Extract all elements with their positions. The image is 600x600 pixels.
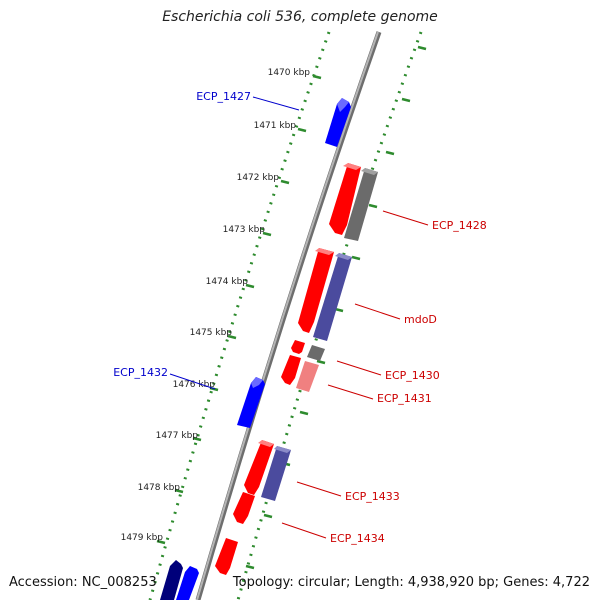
gene-ecp-1431: [281, 355, 301, 385]
backbone-shadow: [195, 31, 382, 600]
gene-blue-bottom: [160, 560, 199, 600]
tick-label-1471: 1471 kbp: [254, 121, 297, 131]
orf-gray-top: [344, 168, 378, 241]
tick-label-1474: 1474 kbp: [206, 277, 249, 287]
gene-label-ecp-1433: ECP_1433: [345, 490, 400, 503]
gene-label-ecp-1434: ECP_1434: [330, 532, 385, 545]
tick-label-1470: 1470 kbp: [268, 68, 311, 78]
tick-label-1476: 1476 kbp: [173, 380, 216, 390]
orf-purple-mdod: [313, 253, 352, 341]
tick-label-1473: 1473 kbp: [223, 225, 266, 235]
label-leaders: [169, 96, 429, 539]
tick-label-1479: 1479 kbp: [121, 533, 164, 543]
accession-label: Accession: NC_008253: [9, 575, 157, 590]
gene-label-ecp-1428: ECP_1428: [432, 219, 487, 232]
gene-ecp-1428: [329, 163, 361, 235]
tick-label-1477: 1477 kbp: [156, 431, 199, 441]
gene-mdod: [298, 248, 334, 333]
gene-label-ecp-1431: ECP_1431: [377, 392, 432, 405]
gene-label-ecp-1430: ECP_1430: [385, 369, 440, 382]
gene-ecp-1434: [233, 492, 255, 524]
gene-red-bottom: [215, 538, 238, 575]
tick-marks: [156, 74, 322, 545]
orf-purple-lower: [261, 446, 291, 501]
gene-label-mdod: mdoD: [404, 313, 437, 326]
gene-ecp-1432: [237, 377, 265, 428]
gene-ecp-1433: [244, 440, 274, 495]
tick-label-1475: 1475 kbp: [190, 328, 233, 338]
tick-label-1472: 1472 kbp: [237, 173, 280, 183]
gene-ecp-1430: [291, 340, 305, 354]
topology-label: Topology: circular; Length: 4,938,920 bp…: [232, 575, 590, 590]
gene-label-ecp-1427: ECP_1427: [196, 90, 251, 103]
orf-pink: [296, 361, 319, 392]
backbone: [196, 31, 379, 600]
gene-ecp-1427: [325, 98, 351, 147]
tick-label-1478: 1478 kbp: [138, 483, 181, 493]
gene-label-ecp-1432: ECP_1432: [113, 366, 168, 379]
map-title: Escherichia coli 536, complete genome: [162, 9, 438, 25]
orf-gray-small: [307, 345, 325, 361]
